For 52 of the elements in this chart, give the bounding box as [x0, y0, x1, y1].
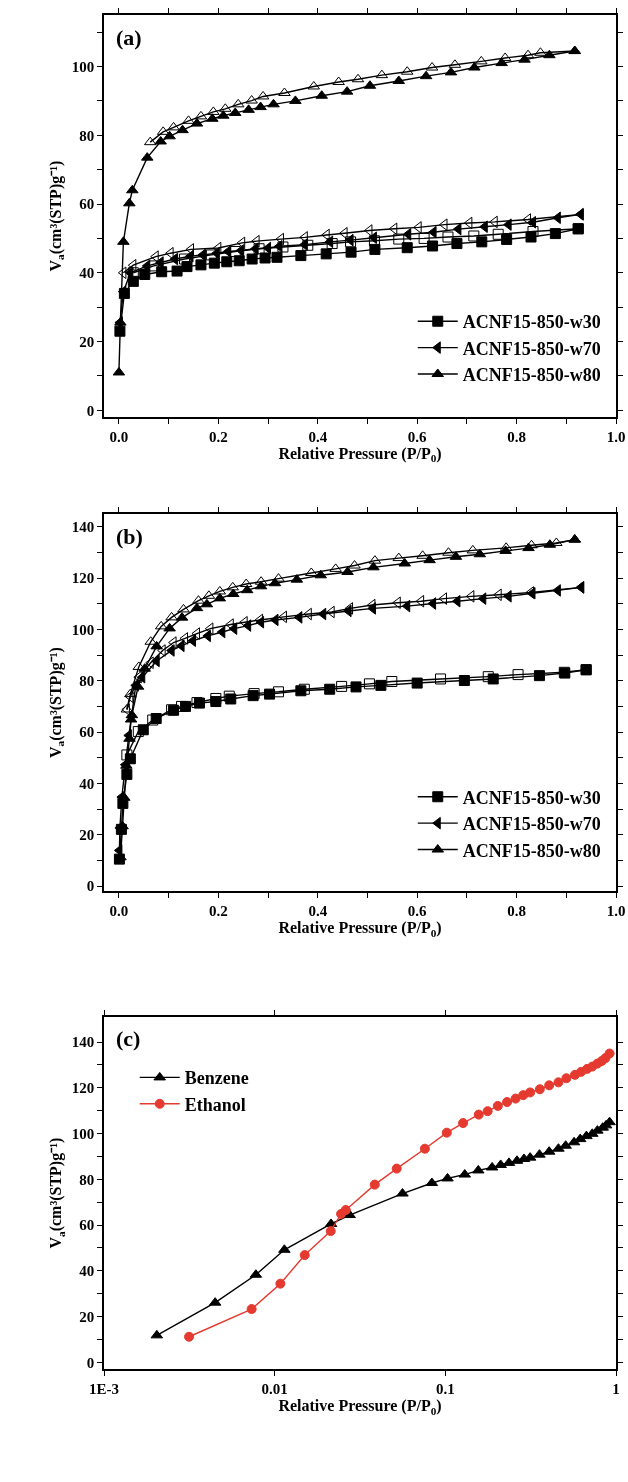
legend-label: ACNF15-850-w80 — [462, 365, 601, 386]
y-tick-label: 60 — [79, 724, 95, 741]
chart-title: (c) — [116, 1026, 141, 1051]
x-tick-label: 0.6 — [407, 428, 428, 445]
y-tick-label: 0 — [86, 402, 95, 419]
legend-label: ACNF15-850-w80 — [462, 840, 601, 861]
y-tick-label: 100 — [71, 621, 95, 638]
x-axis-title: Relative Pressure (P/P$_{0}$) — [278, 919, 442, 939]
y-tick-label: 140 — [71, 1034, 95, 1051]
x-tick-label: 1E-3 — [89, 1380, 119, 1397]
text: (a) — [116, 25, 142, 50]
y-tick-label: 20 — [79, 826, 95, 843]
y-tick-label: 100 — [71, 58, 95, 75]
legend-label: Ethanol — [184, 1094, 246, 1115]
y-tick-label: 20 — [79, 333, 95, 350]
x-tick-label: 0.2 — [208, 902, 228, 919]
x-tick-label: 0.01 — [261, 1380, 288, 1397]
y-tick-label: 20 — [79, 1308, 95, 1325]
x-tick-label: 0.6 — [407, 902, 428, 919]
y-tick-label: 60 — [79, 1217, 95, 1234]
x-tick-label: 0.0 — [109, 428, 129, 445]
legend-label: ACNF15-850-w70 — [462, 338, 601, 359]
x-tick-label: 0.1 — [435, 1380, 455, 1397]
x-tick-label: 0.8 — [507, 428, 526, 445]
x-tick-label: 1.0 — [606, 428, 626, 445]
y-tick-label: 120 — [71, 570, 95, 587]
text: (b) — [116, 524, 143, 549]
y-tick-label: 120 — [71, 1080, 95, 1097]
y-tick-label: 60 — [79, 196, 95, 213]
x-tick-label: 0.0 — [109, 902, 129, 919]
y-tick-label: 40 — [79, 265, 95, 282]
y-tick-label: 40 — [79, 775, 95, 792]
y-tick-label: 0 — [86, 1354, 95, 1371]
y-tick-label: 80 — [79, 1171, 95, 1188]
legend-label: ACNF15-850-w30 — [462, 312, 601, 333]
y-tick-label: 40 — [79, 1263, 95, 1280]
legend-label: ACNF15-850-w30 — [462, 787, 601, 808]
x-tick-label: 0.8 — [507, 902, 526, 919]
legend-label: ACNF15-850-w70 — [462, 814, 601, 835]
y-tick-label: 140 — [71, 519, 95, 536]
x-axis-title: Relative Pressure (P/P$_{0}$) — [278, 445, 442, 465]
x-tick-label: 1 — [612, 1380, 620, 1397]
legend-label: Benzene — [184, 1068, 249, 1089]
y-tick-label: 0 — [86, 878, 95, 895]
x-axis-title: Relative Pressure (P/P$_{0}$) — [278, 1397, 442, 1417]
y-tick-label: 80 — [79, 127, 95, 144]
x-tick-label: 0.2 — [208, 428, 228, 445]
x-tick-label: 0.4 — [308, 428, 328, 445]
y-tick-label: 100 — [71, 1125, 95, 1142]
x-tick-label: 1.0 — [606, 902, 626, 919]
x-tick-label: 0.4 — [308, 902, 328, 919]
y-tick-label: 80 — [79, 673, 95, 690]
